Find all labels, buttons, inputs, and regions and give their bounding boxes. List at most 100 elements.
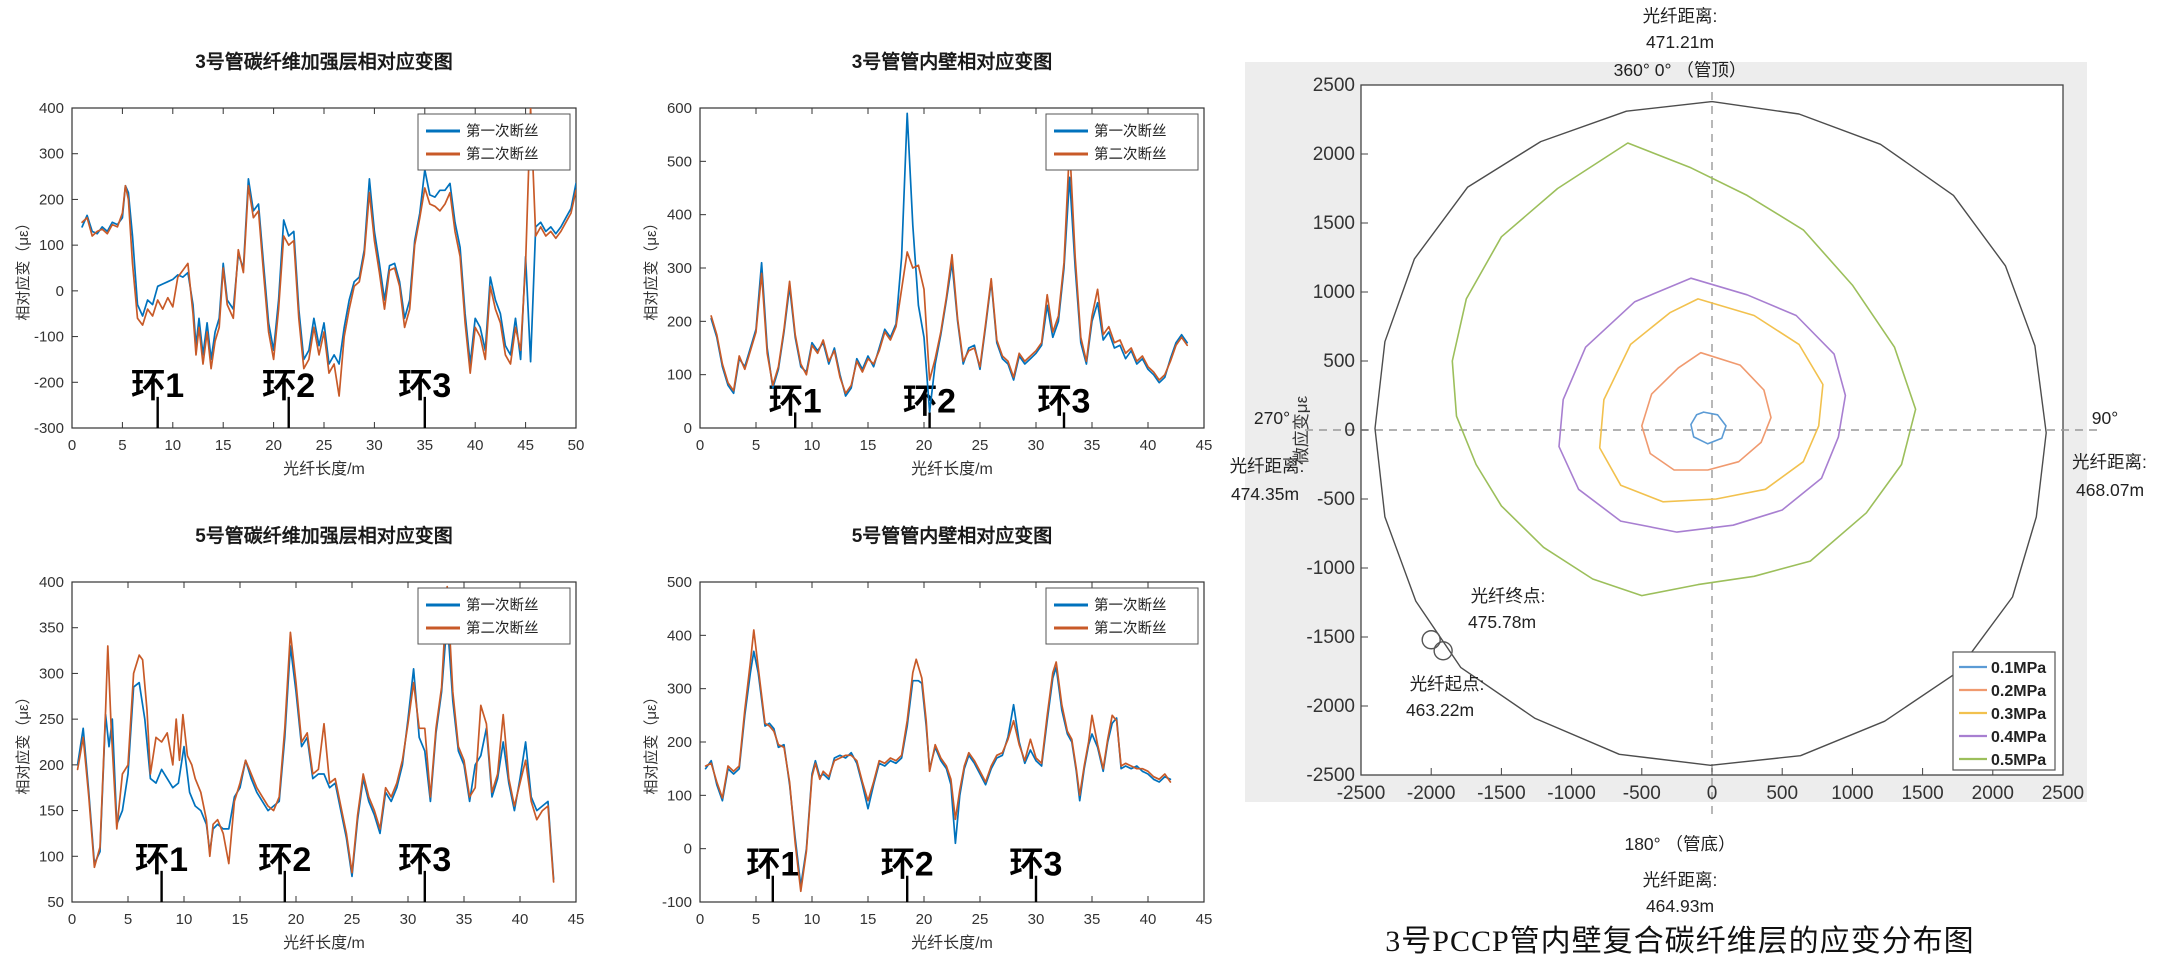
x-axis-label: 光纤长度/m [911,460,993,478]
fiber-distance-top-label: 光纤距离: [1643,6,1718,26]
polar-legend: 0.1MPa 0.2MPa 0.3MPa 0.4MPa 0.5MPa [1952,651,2056,771]
ring-annotations: 环1 环2 环3 [135,841,451,902]
angle-right-label: 90° [2092,408,2118,428]
legend-box [417,113,571,171]
axis-ticks: 0 5 10 15 20 25 30 35 40 45 50 100 150 200 250 300 350 40… [39,574,584,928]
x-tick-label: 0 [696,437,704,454]
y-tick-label: 400 [667,207,692,224]
y-tick-label: -1500 [1306,627,1355,648]
x-tick-label: 20 [265,437,282,454]
contour-0.1MPa [1690,411,1727,445]
x-tick-label: 45 [568,911,585,928]
axis-ticks: 0 5 10 15 20 25 30 35 40 45 50 -300 -200 -100 0 100 200 3… [34,100,584,454]
legend-box [1045,113,1199,171]
y-axis-label: 相对应变（με） [642,215,660,320]
x-tick-label: 30 [1028,911,1045,928]
legend-label: 0.3MPa [1991,706,2046,723]
ring-label-1: 环1 [769,382,822,420]
x-axis-label: 光纤长度/m [283,460,365,478]
x-tick-label: 15 [860,911,877,928]
ring-annotations: 环1 环2 环3 [131,367,451,428]
y-tick-label: 2000 [1313,144,1355,165]
ring-annotations: 环1 环2 环3 [769,382,1091,428]
fiber-distance-bottom-label: 光纤距离: [1643,870,1718,890]
fiber-distance-bottom-value: 464.93m [1646,896,1714,916]
y-tick-label: -1000 [1306,558,1355,579]
ring-label-3: 环3 [398,841,451,879]
x-tick-label: 5 [752,437,760,454]
ring-label-1: 环1 [135,841,188,879]
legend-box [1045,587,1199,645]
y-tick-label: 100 [667,787,692,804]
x-tick-label: 20 [916,911,933,928]
x-tick-label: 50 [568,437,585,454]
legend-label: 0.5MPa [1991,752,2046,769]
contour-0.2MPa [1640,351,1772,471]
fiber-end-value: 475.78m [1468,612,1536,632]
y-tick-label: 100 [667,367,692,384]
legend-label: 第一次断丝 [1094,122,1167,140]
x-tick-label: -2500 [1337,783,1386,804]
angle-bottom-label: 180° （管底） [1624,834,1735,854]
y-tick-label: 400 [39,574,64,591]
contour-0.4MPa [1558,277,1847,533]
line-chart-pipe3-innerwall: 3号管管内壁相对应变图 0 5 10 15 20 25 30 35 40 45 0 100 200 300 4… [642,50,1212,478]
chart-title-pipe5-innerwall: 5号管管内壁相对应变图 [852,524,1053,547]
series-second-break [76,585,555,883]
pipe-wall-ring [1374,100,2047,766]
fiber-start-label: 光纤起点: [1410,674,1485,694]
x-tick-label: 20 [916,437,933,454]
x-tick-label: 1500 [1901,783,1943,804]
y-axis-label: 相对应变（με） [642,689,660,794]
y-tick-label: 1500 [1313,213,1355,234]
y-axis-label: 相对应变（με） [14,215,32,320]
y-tick-label: 300 [667,260,692,277]
x-tick-label: 2500 [2042,783,2084,804]
x-tick-label: 25 [972,911,989,928]
y-tick-label: -200 [34,374,64,391]
legend-label: 第二次断丝 [1094,619,1167,637]
x-tick-label: 0 [696,911,704,928]
y-tick-label: 200 [39,191,64,208]
chart-title-pipe5-cfrp: 5号管碳纤维加强层相对应变图 [195,524,453,547]
x-tick-label: 0 [68,437,76,454]
ring-label-2: 环2 [262,367,315,405]
y-tick-label: 350 [39,620,64,637]
fiber-distance-right-label: 光纤距离: [2072,452,2147,472]
x-tick-label: 40 [467,437,484,454]
series-first-break [704,650,1172,887]
contour-0.3MPa [1598,298,1824,503]
y-tick-label: 50 [47,894,64,911]
x-tick-label: 30 [1028,437,1045,454]
y-tick-label: 500 [667,574,692,591]
x-tick-label: 10 [164,437,181,454]
ring-label-1: 环1 [746,846,799,884]
x-tick-label: 20 [288,911,305,928]
y-tick-label: 2500 [1313,75,1355,96]
x-tick-label: 15 [232,911,249,928]
y-tick-label: -300 [34,420,64,437]
polar-annotations: 光纤距离: 471.21m 360° 0° （管顶） 90° 光纤距离: 468.07m 2… [1230,6,2147,916]
y-tick-label: 100 [39,237,64,254]
x-tick-label: 1000 [1831,783,1873,804]
legend-label: 0.1MPa [1991,660,2046,677]
x-tick-label: 40 [1140,911,1157,928]
y-axis-label: 相对应变（με） [14,689,32,794]
legend-box [417,587,571,645]
x-tick-label: 5 [124,911,132,928]
chart-title-pipe3-innerwall: 3号管管内壁相对应变图 [852,50,1053,73]
ring-label-3: 环3 [1010,846,1063,884]
x-tick-label: 5 [118,437,126,454]
ring-label-3: 环3 [398,367,451,405]
x-tick-label: 25 [316,437,333,454]
line-chart-pipe5-cfrp: 5号管碳纤维加强层相对应变图 0 5 10 15 20 25 30 35 40 45 50 100 150… [14,524,584,952]
ring-label-1: 环1 [131,367,184,405]
fiber-start-value: 463.22m [1406,700,1474,720]
ring-label-3: 环3 [1038,382,1091,420]
y-tick-label: 250 [39,711,64,728]
y-tick-label: 300 [667,681,692,698]
